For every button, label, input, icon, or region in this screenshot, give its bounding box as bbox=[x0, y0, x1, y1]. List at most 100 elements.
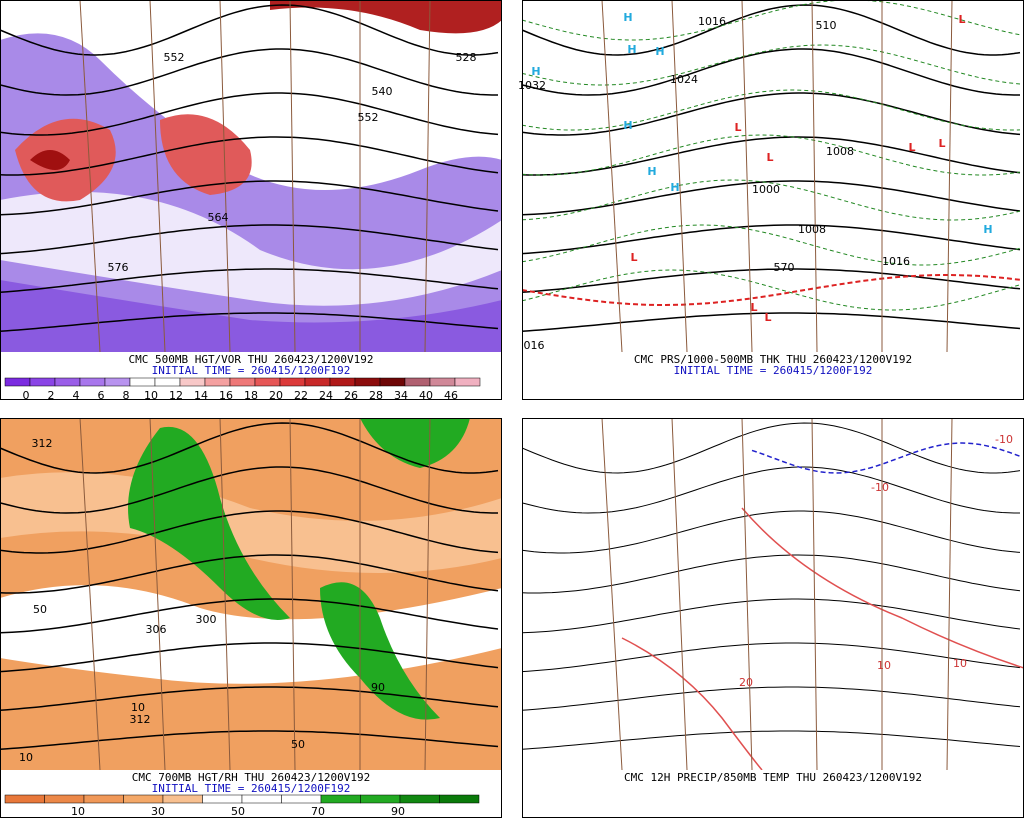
contour-label: 016 bbox=[524, 339, 545, 352]
temp-line bbox=[621, 637, 763, 770]
contour-label: 1032 bbox=[518, 79, 546, 92]
vorticity-purple-dark bbox=[0, 280, 502, 352]
colorbar-label: 4 bbox=[73, 389, 80, 402]
contour-label: -10 bbox=[995, 433, 1013, 446]
contour-label: 312 bbox=[32, 437, 53, 450]
colorbar-box bbox=[54, 377, 81, 387]
colorbar-label: 28 bbox=[369, 389, 383, 402]
thickness-line bbox=[522, 269, 1021, 311]
panel-frame bbox=[0, 418, 502, 818]
colorbar-label: 70 bbox=[311, 805, 325, 818]
colorbar-label: 34 bbox=[394, 389, 408, 402]
border-line bbox=[741, 0, 753, 352]
contour-label: 1008 bbox=[798, 223, 826, 236]
colorbar-label: 10 bbox=[71, 805, 85, 818]
vorticity-white bbox=[0, 191, 502, 306]
colorbar-box bbox=[404, 377, 431, 387]
map-layer bbox=[522, 0, 1021, 352]
panel-subtitle: INITIAL TIME = 260415/1200F192 bbox=[152, 782, 351, 795]
border-line bbox=[149, 0, 166, 352]
contour bbox=[522, 730, 1021, 750]
pressure-center: H bbox=[655, 45, 664, 58]
contour-label: 1008 bbox=[826, 145, 854, 158]
colorbar-box bbox=[429, 377, 456, 387]
border-line bbox=[289, 418, 296, 770]
contour-label: -10 bbox=[871, 481, 889, 494]
colorbar-box bbox=[354, 377, 381, 387]
contour bbox=[0, 466, 498, 514]
colorbar-label: 90 bbox=[391, 805, 405, 818]
contour-label: 528 bbox=[456, 51, 477, 64]
contour bbox=[522, 180, 1021, 216]
colorbar-label: 10 bbox=[144, 389, 158, 402]
pressure-center: L bbox=[734, 121, 741, 134]
border-line bbox=[946, 0, 953, 352]
map-layer bbox=[522, 418, 1024, 770]
panel-map bbox=[0, 418, 502, 818]
colorbar-box bbox=[379, 377, 406, 387]
border-line bbox=[811, 0, 818, 352]
contour-label: 540 bbox=[372, 85, 393, 98]
colorbar-label: 16 bbox=[219, 389, 233, 402]
border-line bbox=[149, 418, 166, 770]
colorbar-box bbox=[179, 377, 206, 387]
contour-label: 10 bbox=[877, 659, 891, 672]
pressure-center: H bbox=[531, 65, 540, 78]
panel-title: CMC 500MB HGT/VOR THU 260423/1200V192 bbox=[128, 353, 373, 366]
colorbar-label: 40 bbox=[419, 389, 433, 402]
colorbar-label: 6 bbox=[98, 389, 105, 402]
thickness-line bbox=[522, 0, 1021, 41]
colorbar-box bbox=[304, 377, 331, 387]
colorbar-label: 0 bbox=[23, 389, 30, 402]
colorbar-label: 18 bbox=[244, 389, 258, 402]
contour bbox=[522, 312, 1021, 333]
border-line bbox=[741, 418, 753, 770]
colorbar-box bbox=[241, 794, 282, 804]
thickness-line bbox=[522, 224, 1021, 266]
contour bbox=[0, 730, 499, 751]
vorticity-red bbox=[160, 114, 252, 195]
panel-title: CMC PRS/1000-500MB THK THU 260423/1200V1… bbox=[634, 353, 912, 366]
border-line bbox=[946, 418, 953, 770]
rh-green bbox=[128, 426, 290, 620]
contour bbox=[522, 136, 1021, 176]
contour-label: 1024 bbox=[670, 73, 698, 86]
contour bbox=[0, 510, 499, 554]
contour bbox=[0, 686, 499, 712]
thickness-570 bbox=[522, 274, 1021, 306]
contour bbox=[0, 180, 499, 216]
contour bbox=[0, 48, 498, 96]
panel-subtitle: INITIAL TIME = 260415/1200F192 bbox=[152, 364, 351, 377]
contour bbox=[522, 686, 1021, 711]
colorbar-label: 24 bbox=[319, 389, 333, 402]
vorticity-red-dark bbox=[270, 0, 502, 34]
colorbar-box bbox=[320, 794, 361, 804]
contour-label: 552 bbox=[358, 111, 379, 124]
contour bbox=[0, 268, 499, 294]
colorbar-label: 50 bbox=[231, 805, 245, 818]
border-line bbox=[811, 418, 818, 770]
colorbar-box bbox=[279, 377, 306, 387]
contour bbox=[522, 510, 1021, 554]
contour bbox=[0, 598, 499, 634]
panel-map bbox=[522, 418, 1024, 818]
pressure-center: H bbox=[647, 165, 656, 178]
pressure-center: H bbox=[623, 11, 632, 24]
contour-label: 552 bbox=[164, 51, 185, 64]
contour-label: 1016 bbox=[882, 255, 910, 268]
contour bbox=[522, 224, 1021, 255]
contour-label: 90 bbox=[371, 681, 385, 694]
contour bbox=[0, 136, 499, 176]
thickness-line bbox=[522, 134, 1021, 176]
border-line bbox=[79, 418, 101, 770]
contour-label: 10 bbox=[131, 701, 145, 714]
thickness-line bbox=[522, 179, 1021, 221]
contour-label: 306 bbox=[146, 623, 167, 636]
colorbar-label: 22 bbox=[294, 389, 308, 402]
panel-frame bbox=[0, 0, 502, 400]
contour bbox=[522, 92, 1021, 136]
panel-title: CMC 12H PRECIP/850MB TEMP THU 260423/120… bbox=[624, 771, 922, 784]
rh-green bbox=[360, 418, 470, 468]
thickness-line bbox=[522, 89, 1021, 131]
